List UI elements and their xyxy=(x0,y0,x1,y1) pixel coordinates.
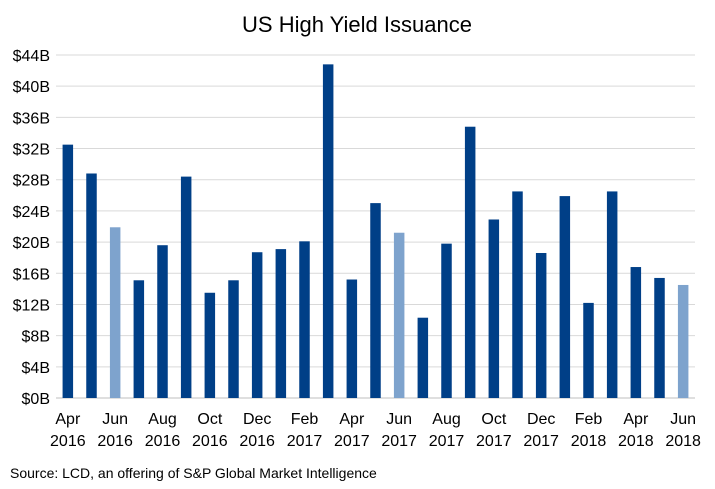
bars xyxy=(62,64,689,398)
bar xyxy=(606,191,618,398)
bar xyxy=(62,144,74,398)
bar xyxy=(109,227,121,398)
bar xyxy=(583,302,594,398)
x-tick-label-year: 2017 xyxy=(287,433,323,450)
x-tick-label-year: 2017 xyxy=(381,433,417,450)
x-tick-label-year: 2016 xyxy=(192,433,228,450)
y-tick-label: $16B xyxy=(13,266,50,283)
x-tick-label-month: Apr xyxy=(339,411,365,428)
bar xyxy=(228,280,239,398)
x-tick-label-year: 2016 xyxy=(50,433,86,450)
x-tick-label-year: 2016 xyxy=(239,433,275,450)
bar xyxy=(133,280,145,398)
x-tick-label-month: Feb xyxy=(291,411,319,428)
bar xyxy=(654,277,665,398)
x-tick-label-month: Apr xyxy=(623,411,649,428)
y-tick-label: $36B xyxy=(13,110,50,127)
bar xyxy=(370,203,381,398)
bar xyxy=(180,176,192,398)
y-tick-label: $20B xyxy=(13,235,50,252)
bar xyxy=(204,292,216,398)
y-tick-label: $8B xyxy=(22,329,50,346)
x-tick-label-month: Feb xyxy=(575,411,603,428)
bar xyxy=(86,173,97,398)
bar xyxy=(630,267,642,398)
bar xyxy=(512,191,523,398)
bar xyxy=(559,196,571,398)
x-tick-label-year: 2017 xyxy=(523,433,559,450)
bar xyxy=(251,252,263,398)
x-tick-label-month: Apr xyxy=(55,411,81,428)
x-tick-label-month: Dec xyxy=(243,411,271,428)
bar xyxy=(393,232,405,398)
x-tick-label-year: 2017 xyxy=(334,433,370,450)
bar xyxy=(677,284,689,398)
bar xyxy=(322,64,334,398)
x-tick-label-month: Aug xyxy=(148,411,176,428)
bar xyxy=(299,241,310,398)
bar xyxy=(535,253,547,398)
x-tick-label-year: 2017 xyxy=(429,433,465,450)
bar xyxy=(346,279,358,398)
x-tick-label-month: Oct xyxy=(481,411,506,428)
x-tick-label-month: Oct xyxy=(197,411,222,428)
x-tick-label-month: Jun xyxy=(670,411,696,428)
y-tick-label: $28B xyxy=(13,173,50,190)
bar xyxy=(275,249,287,398)
source-note: Source: LCD, an offering of S&P Global M… xyxy=(10,465,377,481)
x-tick-label-month: Dec xyxy=(527,411,555,428)
bar xyxy=(441,243,452,398)
y-tick-label: $32B xyxy=(13,142,50,159)
x-tick-label-year: 2018 xyxy=(618,433,654,450)
bar xyxy=(488,219,500,398)
bar xyxy=(417,317,429,398)
x-tick-label-month: Jun xyxy=(102,411,128,428)
chart-title: US High Yield Issuance xyxy=(242,12,472,37)
x-tick-label-year: 2016 xyxy=(145,433,181,450)
y-tick-label: $44B xyxy=(13,48,50,65)
x-tick-label-month: Aug xyxy=(432,411,460,428)
x-tick-label-year: 2018 xyxy=(665,433,701,450)
y-tick-label: $0B xyxy=(22,391,50,408)
x-axis-ticks: Apr 2016 Jun 2016 Aug 2016 Oct 2016 Dec 2016 Feb 20… xyxy=(50,411,701,450)
bar xyxy=(464,126,476,398)
x-tick-label-month: Jun xyxy=(386,411,412,428)
y-tick-label: $40B xyxy=(13,79,50,96)
y-tick-label: $4B xyxy=(22,360,50,377)
y-tick-label: $12B xyxy=(13,297,50,314)
x-tick-label-year: 2017 xyxy=(476,433,512,450)
bar xyxy=(157,245,168,398)
x-tick-label-year: 2016 xyxy=(97,433,133,450)
y-axis-ticks: $0B $4B $8B $12B $16B $20B $24B $28B $32B $36B $40… xyxy=(13,48,50,408)
y-tick-label: $24B xyxy=(13,204,50,221)
x-tick-label-year: 2018 xyxy=(571,433,607,450)
